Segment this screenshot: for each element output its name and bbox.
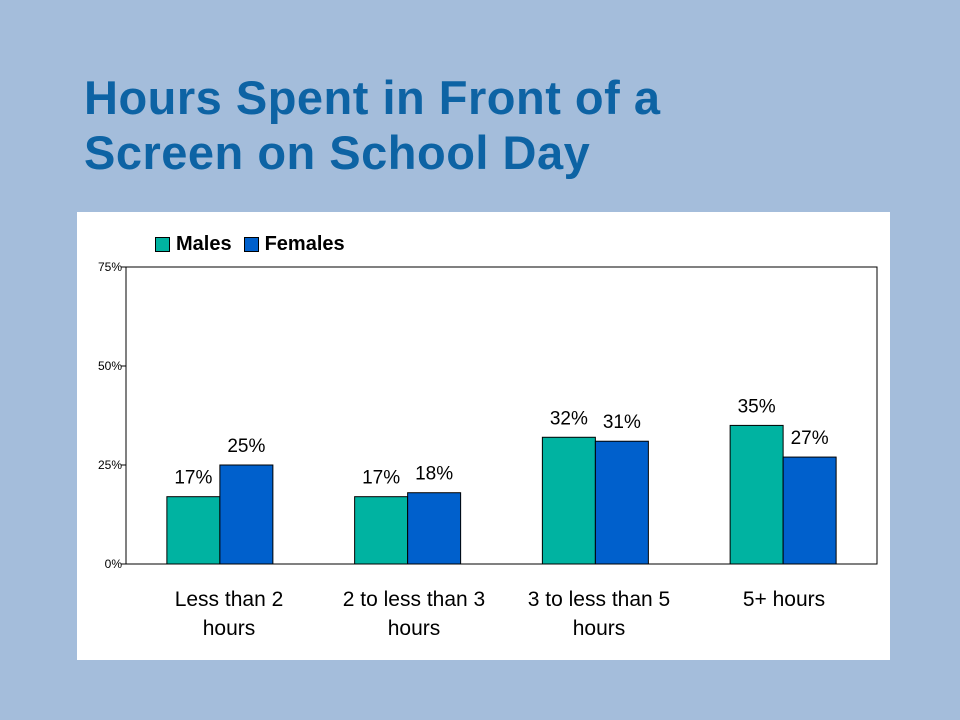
data-label-males-2: 32% <box>550 408 588 429</box>
bar-females-3 <box>782 456 837 565</box>
bar-chart: 0% 25% 50% 75% 17% 17% 32% 35% 25% 18% 31% 27% <box>98 260 878 571</box>
legend-label-females: Females <box>264 232 345 255</box>
category-label-3-line-1: 5+ hours <box>742 588 826 611</box>
legend-item-males: Males <box>155 233 232 256</box>
slide-title-line-1: Hours Spent in Front of a <box>84 71 661 124</box>
bar-females-1 <box>407 492 462 565</box>
category-label-2: 3 to less than 5 hours <box>504 585 694 643</box>
slide-title-line-2: Screen on School Day <box>84 126 591 179</box>
legend-swatch-males <box>155 236 170 252</box>
bar-females-2 <box>594 440 649 565</box>
category-label-2-line-2: hours <box>572 617 626 640</box>
category-label-0-line-1: Less than 2 <box>174 588 284 611</box>
data-label-males-1: 17% <box>362 468 400 489</box>
legend-label-males: Males <box>176 232 232 255</box>
bar-females-0 <box>219 464 274 565</box>
chart-legend: Males Females <box>155 232 357 256</box>
bar-males-1 <box>354 496 409 565</box>
chart-panel: Males Females 0% 25% 50% 75% 17% 17% 32% 35% 25%… <box>77 212 890 660</box>
y-tick-label-2: 50% <box>98 359 122 373</box>
bar-males-0 <box>166 496 221 565</box>
plot-area-border <box>125 266 878 565</box>
category-label-0-line-2: hours <box>202 617 256 640</box>
data-label-females-1: 18% <box>415 464 453 485</box>
data-label-females-0: 25% <box>227 436 265 457</box>
bar-males-3 <box>729 424 784 565</box>
data-label-females-3: 27% <box>791 428 829 449</box>
category-label-2-line-1: 3 to less than 5 <box>527 588 671 611</box>
y-tick-label-1: 25% <box>98 458 122 472</box>
y-tick-label-0: 0% <box>105 557 123 571</box>
category-label-1-line-1: 2 to less than 3 <box>342 588 486 611</box>
category-label-1-line-2: hours <box>387 617 441 640</box>
legend-swatch-females <box>243 236 259 252</box>
slide-title: Hours Spent in Front of a Screen on Scho… <box>84 70 904 180</box>
data-label-males-0: 17% <box>174 468 212 489</box>
category-label-0: Less than 2 hours <box>134 585 324 643</box>
y-tick-label-3: 75% <box>98 260 122 274</box>
category-label-1: 2 to less than 3 hours <box>319 585 509 643</box>
legend-item-females: Females <box>243 232 345 256</box>
data-label-males-3: 35% <box>738 396 776 417</box>
category-label-3: 5+ hours <box>689 585 879 614</box>
bar-males-2 <box>541 436 596 565</box>
data-label-females-2: 31% <box>603 412 641 433</box>
